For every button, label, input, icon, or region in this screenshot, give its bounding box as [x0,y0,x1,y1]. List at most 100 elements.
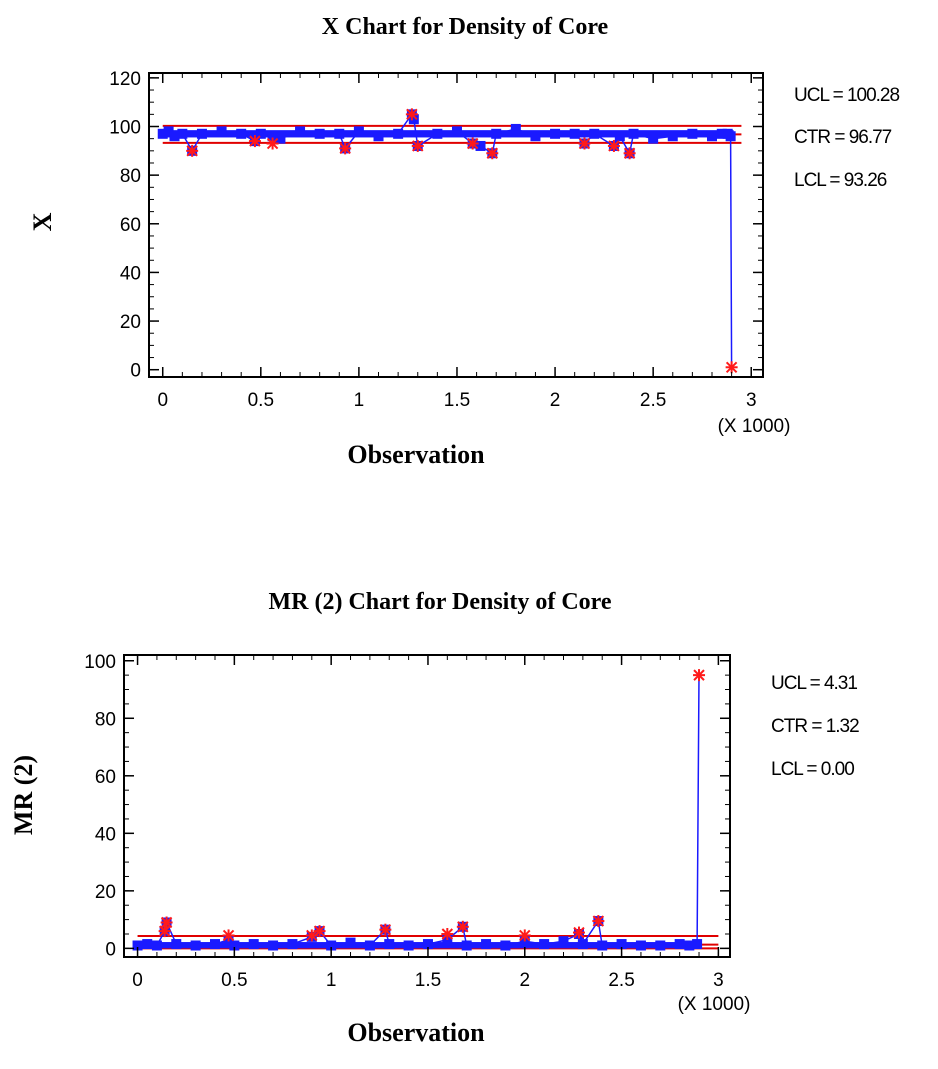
mr-chart-y-tick-label: 0 [105,939,116,960]
mr-chart-x-axis-title: Observation [347,1018,485,1047]
x-chart-data-point [255,128,266,139]
mr-chart-x-axis: 0 0.5 1 1.5 2 2.5 3 [132,655,724,991]
x-chart-data-point [295,126,306,137]
mr-chart-data-point [577,939,588,950]
x-chart-x-tick-label: 0 [157,390,168,411]
mr-chart-y-tick-label: 80 [95,709,116,730]
x-chart-data-point [550,128,561,139]
x-chart-data-point [667,131,678,142]
x-chart-y-axis: 0 20 40 60 80 100 120 [109,69,763,382]
x-chart: X Chart for Density of Core 020406080100… [28,14,901,469]
mr-chart-y-tick-label: 60 [95,767,116,788]
x-chart-data-point [157,128,168,139]
mr-chart-data-point [403,940,414,951]
mr-chart-limit-legend: UCL = 4.31 CTR = 1.32 LCL = 0.00 [771,673,860,780]
mr-chart-data-point [422,939,433,950]
x-chart-data-point [169,131,180,142]
mr-chart-data-point [500,940,511,951]
x-chart-data-point [706,131,717,142]
x-chart-out-of-control-marker [405,108,418,121]
x-chart-x-axis: 0 0.5 1 1.5 2 2.5 3 [157,73,757,411]
x-chart-limit-legend: UCL = 100.28 CTR = 96.77 LCL = 93.26 [794,85,901,191]
mr-chart-data-point [209,939,220,950]
x-chart-series-line [162,112,733,368]
mr-chart-data-point [674,939,685,950]
mr-chart-x-tick-label: 2.5 [608,970,634,991]
x-chart-data-point [163,126,174,137]
mr-chart: MR (2) Chart for Density of Core 0204060… [9,589,860,1047]
x-chart-y-tick-label: 0 [130,361,141,382]
x-chart-x-tick-label: 1 [354,390,365,411]
x-chart-x-scale-note: (X 1000) [718,416,791,437]
x-chart-out-of-control-marker [623,147,636,160]
mr-chart-data-point [684,940,695,951]
x-chart-data-point [491,128,502,139]
mr-chart-data-series [132,669,706,951]
x-chart-y-tick-label: 20 [120,312,141,333]
x-chart-data-point [353,126,364,137]
x-chart-x-tick-label: 2.5 [640,390,666,411]
mr-chart-data-point [190,940,201,951]
x-chart-y-axis-title: X [28,212,57,231]
x-chart-data-point [196,128,207,139]
mr-chart-data-point [142,939,153,950]
x-chart-data-point [530,131,541,142]
mr-chart-out-of-control-marker [160,916,173,929]
mr-chart-data-point [132,940,143,951]
mr-chart-series-line [137,675,700,947]
x-chart-data-point [716,128,727,139]
mr-chart-out-of-control-marker [518,929,531,942]
x-chart-dense-data-band [158,130,734,138]
mr-chart-x-scale-note: (X 1000) [678,994,751,1015]
mr-chart-data-point [635,940,646,951]
mr-chart-x-tick-label: 0.5 [221,970,247,991]
x-chart-data-point [275,133,286,144]
x-chart-data-point [510,123,521,134]
mr-chart-ucl-label: UCL = 4.31 [771,673,857,694]
x-chart-data-point [475,140,486,151]
x-chart-y-tick-label: 100 [109,118,141,139]
x-chart-lcl-label: LCL = 93.26 [794,170,887,191]
mr-chart-y-tick-label: 20 [95,882,116,903]
mr-chart-title: MR (2) Chart for Density of Core [268,589,611,615]
mr-chart-data-point [558,936,569,947]
x-chart-y-tick-label: 40 [120,263,141,284]
mr-chart-x-tick-label: 3 [713,970,724,991]
mr-chart-data-point [345,937,356,948]
x-chart-title: X Chart for Density of Core [322,14,609,40]
x-chart-data-point [432,128,443,139]
x-chart-data-point [236,128,247,139]
x-chart-data-point [408,114,419,125]
x-chart-out-of-control-marker [466,137,479,150]
x-chart-out-of-control-marker [411,139,424,152]
x-chart-data-point [393,128,404,139]
x-chart-ucl-label: UCL = 100.28 [794,85,900,106]
x-chart-data-point [216,126,227,137]
x-chart-data-point [177,128,188,139]
x-chart-data-point [687,128,698,139]
mr-chart-out-of-control-marker [441,927,454,940]
mr-chart-out-of-control-marker [693,669,706,682]
x-chart-out-of-control-marker [578,137,591,150]
x-chart-out-of-control-marker [266,137,279,150]
mr-chart-out-of-control-marker [158,925,171,938]
mr-chart-out-of-control-marker [379,923,392,936]
x-chart-data-point [569,128,580,139]
x-chart-data-point [373,131,384,142]
x-chart-out-of-control-marker [339,142,352,155]
x-chart-y-tick-label: 120 [109,69,141,90]
x-chart-data-point [614,131,625,142]
mr-chart-y-axis: 0 20 40 60 80 100 [84,652,730,960]
x-chart-x-tick-label: 0.5 [248,390,274,411]
mr-chart-data-point [692,939,703,950]
mr-chart-lcl-label: LCL = 0.00 [771,759,854,780]
x-chart-x-tick-label: 2 [550,390,561,411]
x-chart-data-point [589,128,600,139]
mr-chart-out-of-control-marker [222,929,235,942]
mr-chart-out-of-control-marker [592,915,605,928]
mr-chart-x-tick-label: 1.5 [415,970,441,991]
mr-chart-out-of-control-marker [572,926,585,939]
mr-chart-data-point [384,939,395,950]
x-chart-out-of-control-marker [607,139,620,152]
